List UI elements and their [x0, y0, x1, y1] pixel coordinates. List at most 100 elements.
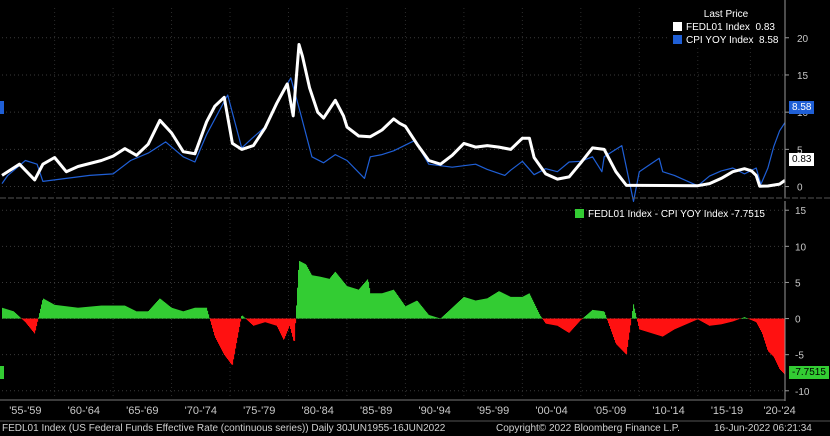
spread-bar — [669, 318, 671, 333]
spread-bar — [613, 318, 615, 338]
spread-bar — [447, 312, 449, 319]
spread-bar — [356, 289, 358, 319]
spread-bar — [670, 318, 672, 332]
spread-bar — [111, 305, 113, 319]
spread-bar — [189, 309, 191, 319]
spread-bar — [444, 314, 446, 319]
spread-bar — [19, 316, 21, 319]
spread-bar — [391, 290, 393, 319]
spread-bar — [551, 318, 553, 325]
spread-bar — [410, 303, 412, 319]
spread-bar — [686, 318, 688, 325]
axes — [0, 0, 830, 422]
spread-bar — [664, 318, 666, 336]
spread-bar — [421, 305, 423, 319]
spread-bar — [10, 310, 12, 319]
spread-bar — [478, 299, 480, 319]
spread-bar — [668, 318, 670, 334]
spread-bar — [204, 307, 206, 319]
spread-bar — [429, 315, 431, 319]
spread-bar — [2, 307, 4, 319]
spread-bar — [279, 318, 281, 332]
spread-bar — [291, 318, 293, 333]
spread-bar — [486, 298, 488, 319]
spread-bar — [368, 281, 370, 319]
spread-bar — [3, 308, 5, 319]
spread-bar — [297, 287, 299, 319]
spread-bar — [42, 300, 44, 319]
spread-bar — [140, 311, 142, 319]
legend-value: 8.58 — [759, 35, 779, 46]
spread-bar — [39, 313, 41, 319]
spread-bar — [275, 318, 277, 326]
spread-bar — [232, 318, 234, 365]
spread-bar — [373, 293, 375, 319]
spread-bar — [696, 318, 698, 320]
spread-bar — [285, 318, 287, 337]
spread-bar — [133, 309, 135, 319]
spread-bar — [25, 318, 27, 323]
spread-bar — [30, 318, 32, 329]
spread-bar — [662, 318, 664, 337]
spread-bar — [660, 318, 662, 336]
spread-bar — [364, 282, 366, 319]
spread-bar — [464, 297, 466, 319]
spread-bar — [22, 318, 24, 320]
spread-bar — [349, 286, 351, 319]
spread-bar — [527, 294, 529, 319]
spread-bar — [581, 318, 583, 320]
spread-bar — [675, 318, 677, 329]
spread-bar — [467, 298, 469, 319]
spread-bar — [306, 265, 308, 319]
spread-bar — [723, 318, 725, 324]
spread-bar — [620, 318, 622, 349]
spread-bar — [63, 305, 65, 319]
spread-bar — [206, 307, 208, 319]
spread-bar — [512, 296, 514, 319]
spread-bar — [233, 318, 235, 360]
spread-bar — [85, 307, 87, 319]
spread-bar — [765, 318, 767, 344]
spread-bar — [430, 315, 432, 319]
spread-bar — [542, 318, 544, 320]
spread-bar — [318, 276, 320, 319]
spread-bar — [136, 311, 138, 319]
spread-bar — [682, 318, 684, 326]
spread-bar — [553, 318, 555, 326]
spread-bar — [736, 318, 738, 321]
spread-bar — [733, 318, 735, 322]
spread-bar — [223, 318, 225, 354]
spread-bar — [426, 312, 428, 319]
spread-bar — [721, 318, 723, 325]
spread-bar — [327, 278, 329, 319]
spread-bar — [625, 318, 627, 354]
spread-bar — [215, 318, 217, 338]
spread-bar — [456, 303, 458, 319]
spread-bar — [258, 318, 260, 325]
spread-bar — [283, 318, 285, 340]
spread-bar — [34, 318, 36, 334]
x-tick-label: '05-'09 — [594, 405, 626, 417]
spread-bar — [692, 318, 694, 322]
spread-bar — [219, 318, 221, 346]
spread-bar — [773, 318, 775, 357]
spread-bar — [113, 305, 115, 319]
spread-bar — [274, 318, 276, 326]
spread-bar — [448, 311, 450, 319]
legend-swatch — [673, 22, 682, 31]
spread-bar — [407, 305, 409, 319]
spread-bar — [154, 304, 156, 319]
y-tick-labels: 20151050151050-5-10 — [795, 34, 810, 398]
spread-bar — [24, 318, 26, 322]
spread-bar — [252, 318, 254, 325]
spread-bar — [732, 318, 734, 322]
spread-bar — [128, 307, 130, 319]
spread-bar — [674, 318, 676, 330]
spread-bar — [296, 305, 298, 319]
spread-bar — [227, 318, 229, 360]
spread-bar — [562, 318, 564, 329]
spread-bar — [769, 318, 771, 353]
spread-bar — [543, 318, 545, 321]
spread-bar — [766, 318, 768, 347]
spread-bar — [573, 318, 575, 329]
